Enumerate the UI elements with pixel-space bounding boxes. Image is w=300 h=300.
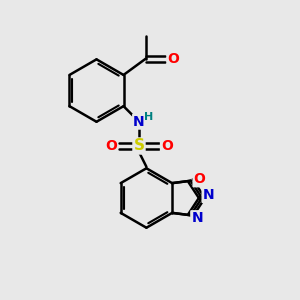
Text: N: N: [202, 188, 214, 202]
Text: O: O: [161, 139, 173, 153]
Text: O: O: [167, 52, 179, 66]
Text: N: N: [191, 211, 203, 225]
Text: H: H: [144, 112, 153, 122]
Text: O: O: [105, 139, 117, 153]
Text: S: S: [134, 139, 145, 154]
Text: N: N: [133, 115, 145, 129]
Text: O: O: [194, 172, 206, 186]
